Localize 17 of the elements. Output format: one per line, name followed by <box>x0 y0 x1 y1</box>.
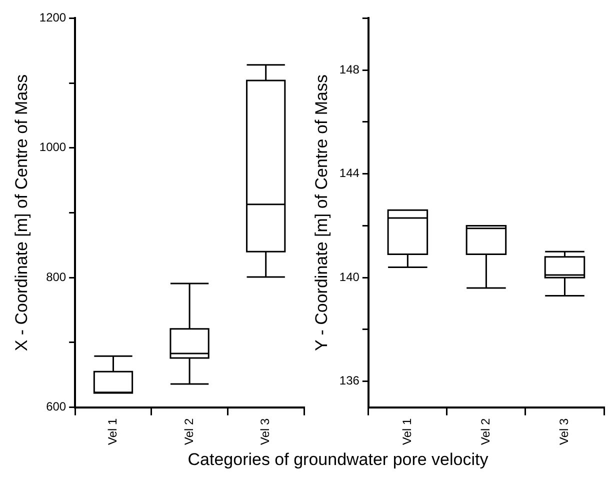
y-tick-label: 140 <box>339 270 360 284</box>
x-tick-label: Vel 3 <box>557 418 572 446</box>
x-tick-label: Vel 3 <box>258 418 272 446</box>
y-tick-label: 144 <box>339 166 360 180</box>
y-tick-label: 800 <box>46 270 66 284</box>
x-tick-label: Vel 1 <box>400 418 414 446</box>
y-tick-label: 600 <box>46 400 66 414</box>
y-tick-label: 1200 <box>39 10 66 25</box>
y-tick-label: 148 <box>339 62 360 76</box>
y-tick-label: 136 <box>339 374 360 388</box>
x-tick-label: Vel 2 <box>478 418 493 446</box>
x-tick-label: Vel 2 <box>182 418 196 446</box>
y-tick-label: 1000 <box>39 140 66 154</box>
x-axis-title: Categories of groundwater pore velocity <box>186 450 490 470</box>
x-tick-label: Vel 1 <box>106 418 120 446</box>
y-axis-title: X - Coordinate [m] of Centre of Mass <box>12 74 31 352</box>
y-axis-title: Y - Coordinate [m] of Centre of Mass <box>312 74 331 352</box>
